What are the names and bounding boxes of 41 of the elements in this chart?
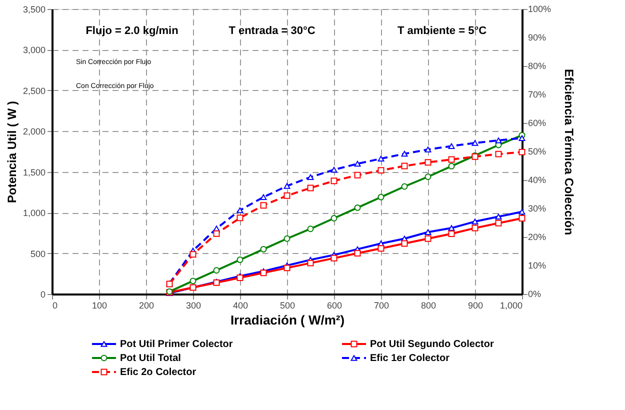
legend-label: Pot Util Primer Colector <box>120 339 233 350</box>
x-tick-label: 700 <box>374 300 390 310</box>
x-tick-label: 100 <box>92 300 108 310</box>
y2-tick-label: 10% <box>528 260 546 270</box>
x-tick-label: 300 <box>186 300 202 310</box>
y2-tick-label: 40% <box>528 175 546 185</box>
x-axis-title: Irradiación ( W/m²) <box>230 312 345 328</box>
x-tick-label: 500 <box>280 300 296 310</box>
y2-axis-title: Eficiencia Térmica Colección <box>562 68 576 236</box>
y2-tick-label: 80% <box>528 61 546 71</box>
y-tick-label: 3,500 <box>22 4 46 14</box>
x-tick-label: 200 <box>138 300 154 310</box>
y2-tick-label: 70% <box>528 90 546 100</box>
y2-tick-label: 50% <box>528 146 546 156</box>
y-tick-label: 500 <box>30 248 46 259</box>
x-tick-label: 1,000 <box>500 300 522 310</box>
y2-tick-label: 30% <box>528 204 546 214</box>
y2-tick-label: 100% <box>528 4 552 14</box>
y-axis-title: Potencia Util ( W ) <box>4 100 19 203</box>
y-tick-label: 0 <box>40 290 46 300</box>
legend-label: Pot Util Segundo Colector <box>370 339 494 350</box>
annotation: T ambiente = 5°C <box>397 25 487 37</box>
annotation: T entrada = 30°C <box>228 25 316 37</box>
legend-label: Efic 2o Colector <box>120 367 196 378</box>
y2-tick-label: 60% <box>528 118 546 128</box>
y-tick-label: 2,500 <box>22 86 46 96</box>
x-tick-label: 600 <box>326 300 342 310</box>
y-tick-label: 1,500 <box>22 167 46 178</box>
y-tick-label: 2,000 <box>22 126 46 137</box>
y2-tick-label: 20% <box>528 232 546 242</box>
x-tick-label: 800 <box>420 300 436 310</box>
y-tick-label: 1,000 <box>22 208 46 218</box>
x-tick-label: 900 <box>468 300 484 310</box>
legend-label: Efic 1er Colector <box>370 353 450 364</box>
y-tick-label: 3,000 <box>22 45 46 56</box>
y2-tick-label: 0% <box>528 289 542 299</box>
annotation: Flujo = 2.0 kg/min <box>86 25 179 37</box>
x-tick-label: 0 <box>52 300 58 310</box>
x-tick-label: 400 <box>232 300 248 310</box>
legend-label: Pot Util Total <box>120 353 182 364</box>
y2-tick-label: 90% <box>528 32 546 42</box>
